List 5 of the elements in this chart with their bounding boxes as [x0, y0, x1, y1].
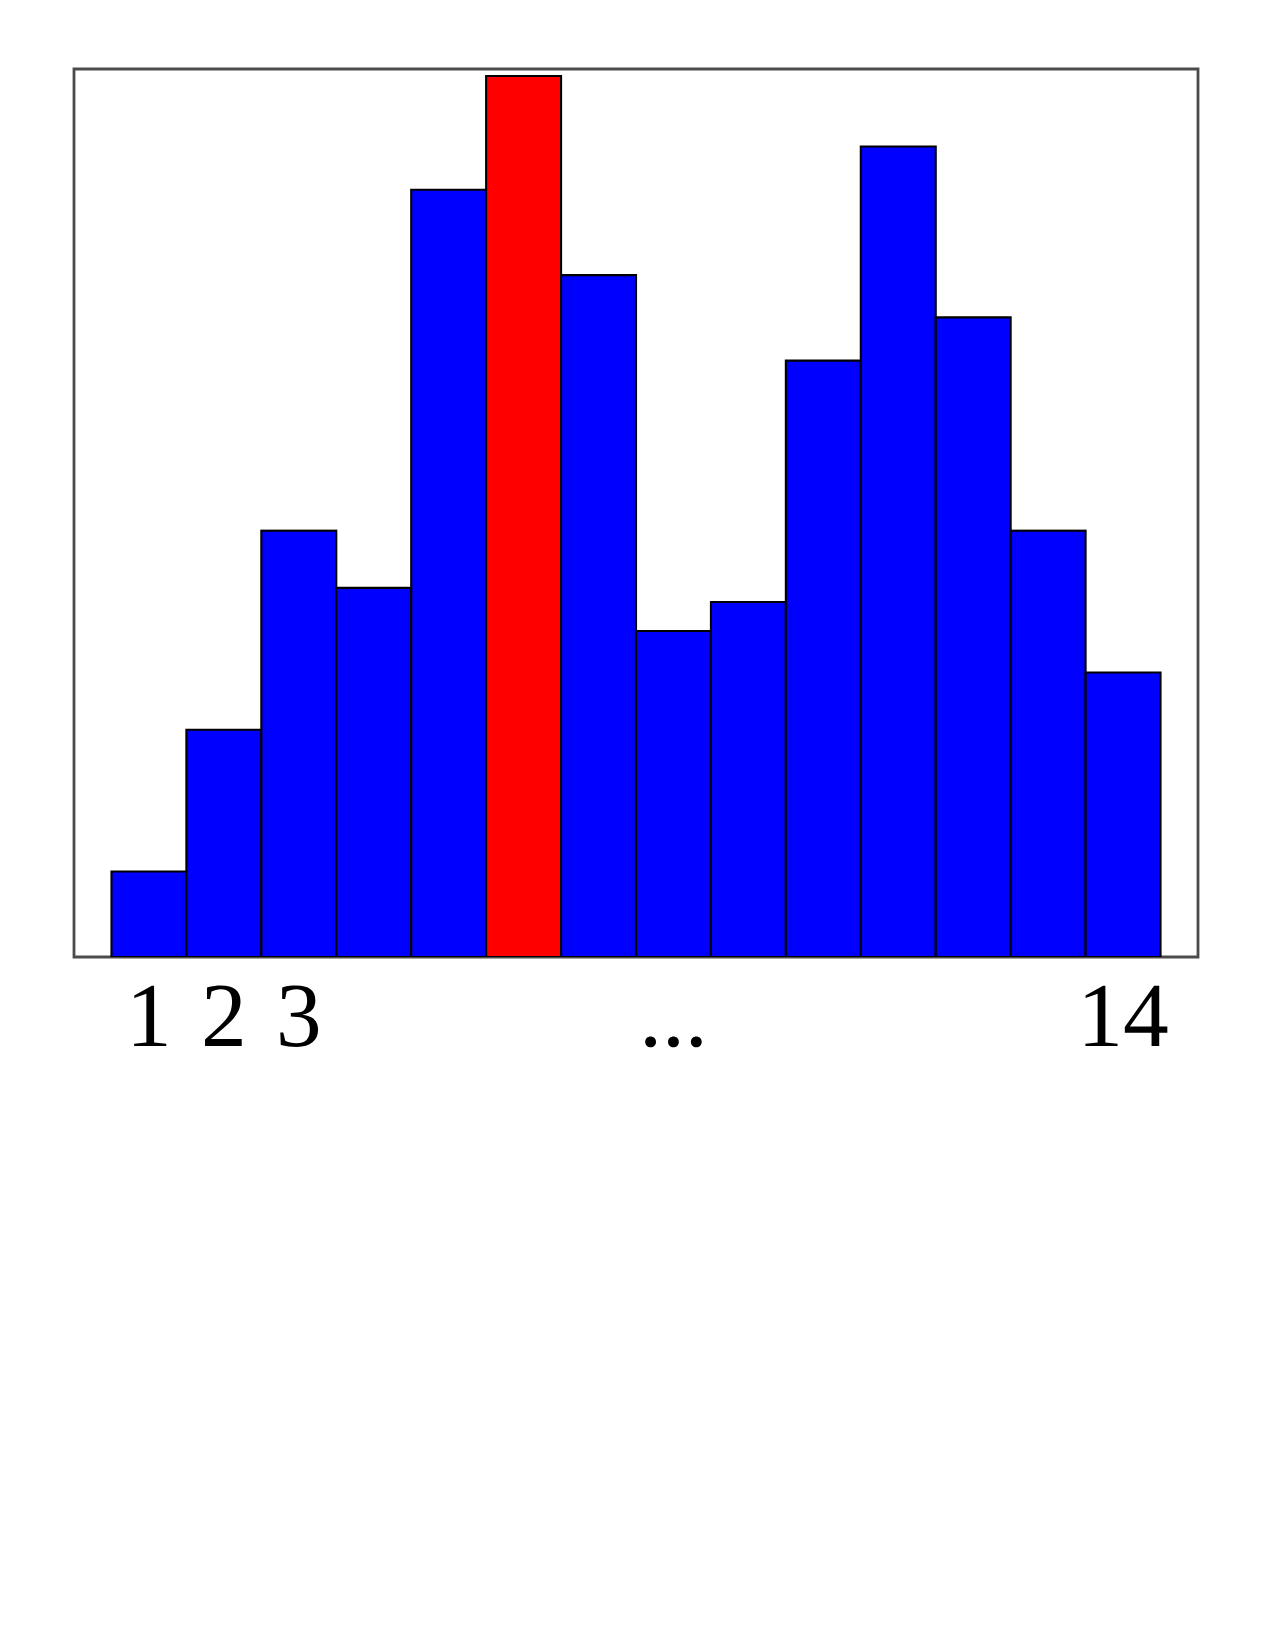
- x-tick-label: ...: [645, 1036, 702, 1048]
- x-tick-label: 1: [134, 985, 167, 1046]
- x-tick-label: 3: [280, 985, 319, 1047]
- x-tick-label: 2: [205, 985, 242, 1046]
- x-tick-label: 14: [1085, 985, 1168, 1046]
